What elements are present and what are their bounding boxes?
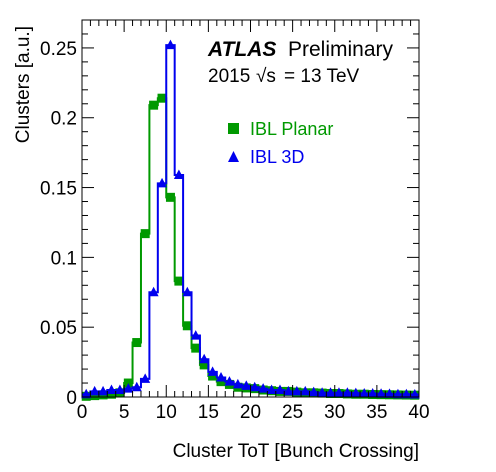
- data-point-ibl-3d: [165, 39, 176, 50]
- data-point-ibl-3d: [359, 388, 370, 398]
- data-point-ibl-3d: [384, 388, 395, 398]
- status-label: Preliminary: [288, 38, 394, 61]
- data-point-ibl-planar: [216, 377, 226, 387]
- x-tick-label: 10: [156, 402, 177, 423]
- data-point-ibl-3d: [367, 388, 378, 398]
- data-point-ibl-3d: [131, 381, 142, 392]
- data-point-ibl-3d: [114, 384, 125, 395]
- data-point-ibl-planar: [140, 229, 150, 239]
- legend-label-ibl-planar: IBL Planar: [250, 119, 333, 139]
- data-point-ibl-3d: [216, 371, 227, 382]
- data-point-ibl-3d: [182, 286, 193, 297]
- y-tick-label: 0.1: [51, 248, 77, 269]
- data-point-ibl-planar: [149, 100, 159, 110]
- data-point-ibl-planar: [174, 276, 184, 286]
- series-line-ibl-planar: [82, 97, 419, 398]
- x-tick-label: 40: [408, 402, 429, 423]
- data-point-ibl-3d: [241, 380, 252, 390]
- y-axis-label: Clusters [a.u.]: [13, 26, 34, 143]
- x-tick-label: 35: [366, 402, 387, 423]
- data-point-ibl-3d: [249, 381, 260, 392]
- data-point-ibl-3d: [401, 388, 412, 399]
- data-point-ibl-3d: [274, 384, 285, 395]
- data-point-ibl-3d: [199, 353, 210, 364]
- data-point-ibl-3d: [283, 385, 294, 396]
- data-point-ibl-3d: [376, 388, 387, 398]
- data-point-ibl-3d: [224, 376, 235, 386]
- data-point-ibl-3d: [157, 177, 168, 188]
- data-point-ibl-3d: [409, 388, 420, 399]
- x-tick-label: 25: [282, 402, 303, 423]
- x-tick-label: 0: [77, 402, 88, 423]
- legend-label-ibl-3d: IBL 3D: [250, 147, 304, 167]
- data-point-ibl-3d: [317, 387, 328, 397]
- data-point-ibl-3d: [123, 383, 134, 393]
- data-point-ibl-3d: [325, 387, 336, 397]
- data-point-ibl-3d: [300, 385, 311, 396]
- data-point-ibl-3d: [106, 384, 117, 395]
- data-point-ibl-3d: [173, 169, 184, 179]
- plot-area: [81, 39, 420, 401]
- data-point-ibl-3d: [258, 383, 269, 393]
- data-point-ibl-3d: [308, 386, 319, 397]
- y-tick-label: 0.05: [40, 318, 77, 339]
- data-point-ibl-planar: [208, 371, 218, 381]
- atlas-label: ATLAS: [207, 38, 276, 61]
- data-point-ibl-3d: [98, 385, 109, 396]
- data-point-ibl-planar: [199, 360, 209, 370]
- data-point-ibl-planar: [165, 192, 175, 202]
- data-point-ibl-3d: [207, 366, 218, 376]
- legend-marker-ibl-3d: [228, 151, 239, 162]
- data-point-ibl-3d: [232, 378, 243, 389]
- data-point-ibl-planar: [123, 378, 133, 388]
- data-point-ibl-planar: [191, 343, 201, 353]
- data-point-ibl-3d: [392, 388, 403, 399]
- x-tick-label: 5: [119, 402, 130, 423]
- x-tick-label: 20: [240, 402, 261, 423]
- data-point-ibl-planar: [106, 389, 116, 399]
- y-tick-label: 0: [66, 388, 77, 409]
- energy-sqrt-label: √s: [256, 66, 276, 87]
- y-tick-label: 0.15: [40, 179, 77, 200]
- legend: IBL Planar IBL 3D: [228, 119, 333, 167]
- x-tick-label: 15: [198, 402, 219, 423]
- data-point-ibl-planar: [90, 391, 100, 401]
- data-point-ibl-3d: [350, 387, 361, 398]
- x-axis-label: Cluster ToT [Bunch Crossing]: [173, 441, 419, 462]
- legend-marker-ibl-planar: [228, 123, 239, 134]
- data-point-ibl-3d: [148, 286, 159, 297]
- data-point-ibl-3d: [190, 330, 201, 340]
- axes: 0 5 10 15 20 25 30 35 40 0 0.05 0.1 0.15 0.2 0.25: [40, 19, 430, 423]
- data-point-ibl-3d: [342, 387, 353, 397]
- y-tick-label: 0.25: [40, 39, 77, 60]
- data-point-ibl-planar: [132, 338, 142, 348]
- data-point-ibl-3d: [291, 385, 302, 396]
- energy-value-label: = 13 TeV: [284, 66, 360, 87]
- data-point-ibl-3d: [333, 387, 344, 397]
- year-label: 2015: [208, 66, 250, 87]
- data-point-ibl-3d: [266, 384, 277, 395]
- data-point-ibl-planar: [157, 93, 167, 103]
- data-point-ibl-3d: [140, 373, 151, 383]
- x-tick-label: 30: [324, 402, 345, 423]
- data-point-ibl-3d: [81, 388, 92, 399]
- data-point-ibl-planar: [182, 321, 192, 331]
- y-tick-label: 0.2: [51, 109, 77, 130]
- data-point-ibl-3d: [89, 385, 100, 396]
